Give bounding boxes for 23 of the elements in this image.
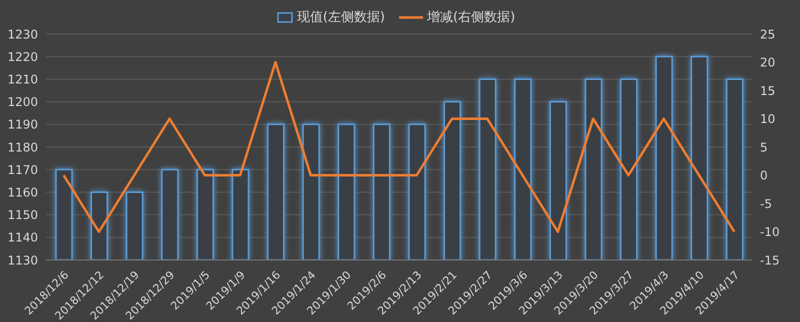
y-tick-label: 1140 xyxy=(7,230,38,245)
y2-tick-label: 10 xyxy=(760,112,776,126)
y2-tick-label: -15 xyxy=(760,253,780,268)
y2-tick-label: -5 xyxy=(760,196,772,211)
y2-tick-label: 15 xyxy=(760,84,776,98)
y2-tick-label: -10 xyxy=(760,225,780,240)
y2-tick-label: 20 xyxy=(760,56,776,70)
y-tick-label: 1200 xyxy=(7,95,38,110)
legend-label: 增减(右侧数据) xyxy=(427,9,516,26)
y-tick-label: 1150 xyxy=(7,208,38,222)
y-tick-label: 1170 xyxy=(7,162,38,177)
y-tick-label: 1130 xyxy=(7,253,38,268)
y-tick-label: 1210 xyxy=(7,72,38,86)
y-tick-label: 1220 xyxy=(7,50,38,64)
y-tick-label: 1230 xyxy=(7,27,38,42)
y-tick-label: 1160 xyxy=(7,185,38,200)
line-series xyxy=(62,61,736,233)
y-tick-label: 1190 xyxy=(7,118,38,132)
y2-tick-label: 5 xyxy=(760,140,768,154)
legend-label: 现值(左侧数据) xyxy=(296,9,385,26)
y-tick-label: 1180 xyxy=(7,140,38,154)
y2-tick-label: 0 xyxy=(760,168,768,183)
y2-tick-label: 25 xyxy=(760,27,776,42)
